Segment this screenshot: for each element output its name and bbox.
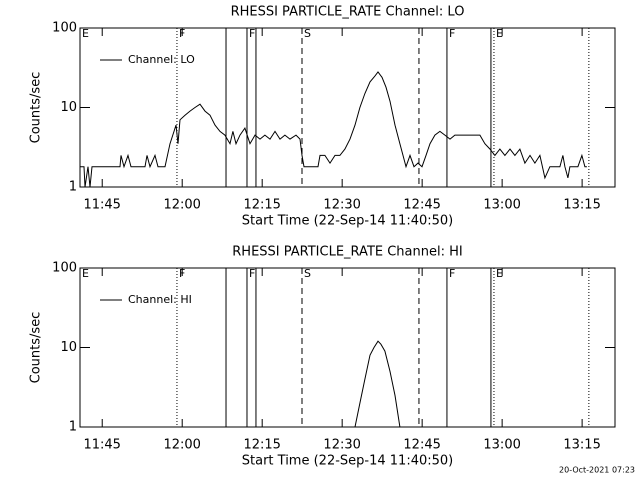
legend-label: Channel: LO xyxy=(128,53,195,66)
x-tick-label: 11:45 xyxy=(83,198,120,213)
x-tick-label: 12:30 xyxy=(323,438,360,453)
event-label: E xyxy=(82,267,89,280)
data-line xyxy=(354,340,401,428)
chart-title: RHESSI PARTICLE_RATE Channel: LO xyxy=(231,5,465,20)
plot-frame xyxy=(79,27,616,188)
y-tick-label: 1 xyxy=(69,420,77,435)
x-tick-label: 12:15 xyxy=(243,198,280,213)
y-tick-label: 10 xyxy=(60,100,77,115)
x-tick-label: 12:00 xyxy=(163,438,200,453)
event-label: S xyxy=(304,267,311,280)
x-tick-label: 11:45 xyxy=(83,438,120,453)
data-line xyxy=(80,71,587,188)
event-label: F xyxy=(449,27,455,40)
x-tick-label: 12:15 xyxy=(243,438,280,453)
y-tick-label: 100 xyxy=(52,261,77,276)
x-tick-label: 13:00 xyxy=(483,438,520,453)
x-axis-label: Start Time (22-Sep-14 11:40:50) xyxy=(242,454,453,469)
event-label: E xyxy=(496,27,503,40)
x-tick-label: 13:15 xyxy=(563,198,600,213)
x-tick-label: 12:45 xyxy=(403,198,440,213)
plot-frame xyxy=(79,267,616,428)
event-label: F xyxy=(179,27,185,40)
y-axis-label: Counts/sec xyxy=(29,312,44,384)
event-label: F xyxy=(249,267,255,280)
event-label: F xyxy=(179,267,185,280)
chart-title: RHESSI PARTICLE_RATE Channel: HI xyxy=(232,245,462,260)
x-tick-label: 12:00 xyxy=(163,198,200,213)
x-axis-label: Start Time (22-Sep-14 11:40:50) xyxy=(242,214,453,229)
footer: 20-Oct-2021 07:23 xyxy=(559,466,635,475)
y-axis-label: Counts/sec xyxy=(29,72,44,144)
event-label: F xyxy=(449,267,455,280)
x-tick-label: 12:45 xyxy=(403,438,440,453)
event-label: E xyxy=(82,27,89,40)
legend-label: Channel: HI xyxy=(128,293,192,306)
y-tick-label: 10 xyxy=(60,340,77,355)
x-tick-label: 13:00 xyxy=(483,198,520,213)
y-tick-label: 1 xyxy=(69,180,77,195)
x-tick-label: 12:30 xyxy=(323,198,360,213)
x-tick-label: 13:15 xyxy=(563,438,600,453)
y-tick-label: 100 xyxy=(52,21,77,36)
event-label: E xyxy=(496,267,503,280)
event-label: F xyxy=(249,27,255,40)
event-label: S xyxy=(304,27,311,40)
